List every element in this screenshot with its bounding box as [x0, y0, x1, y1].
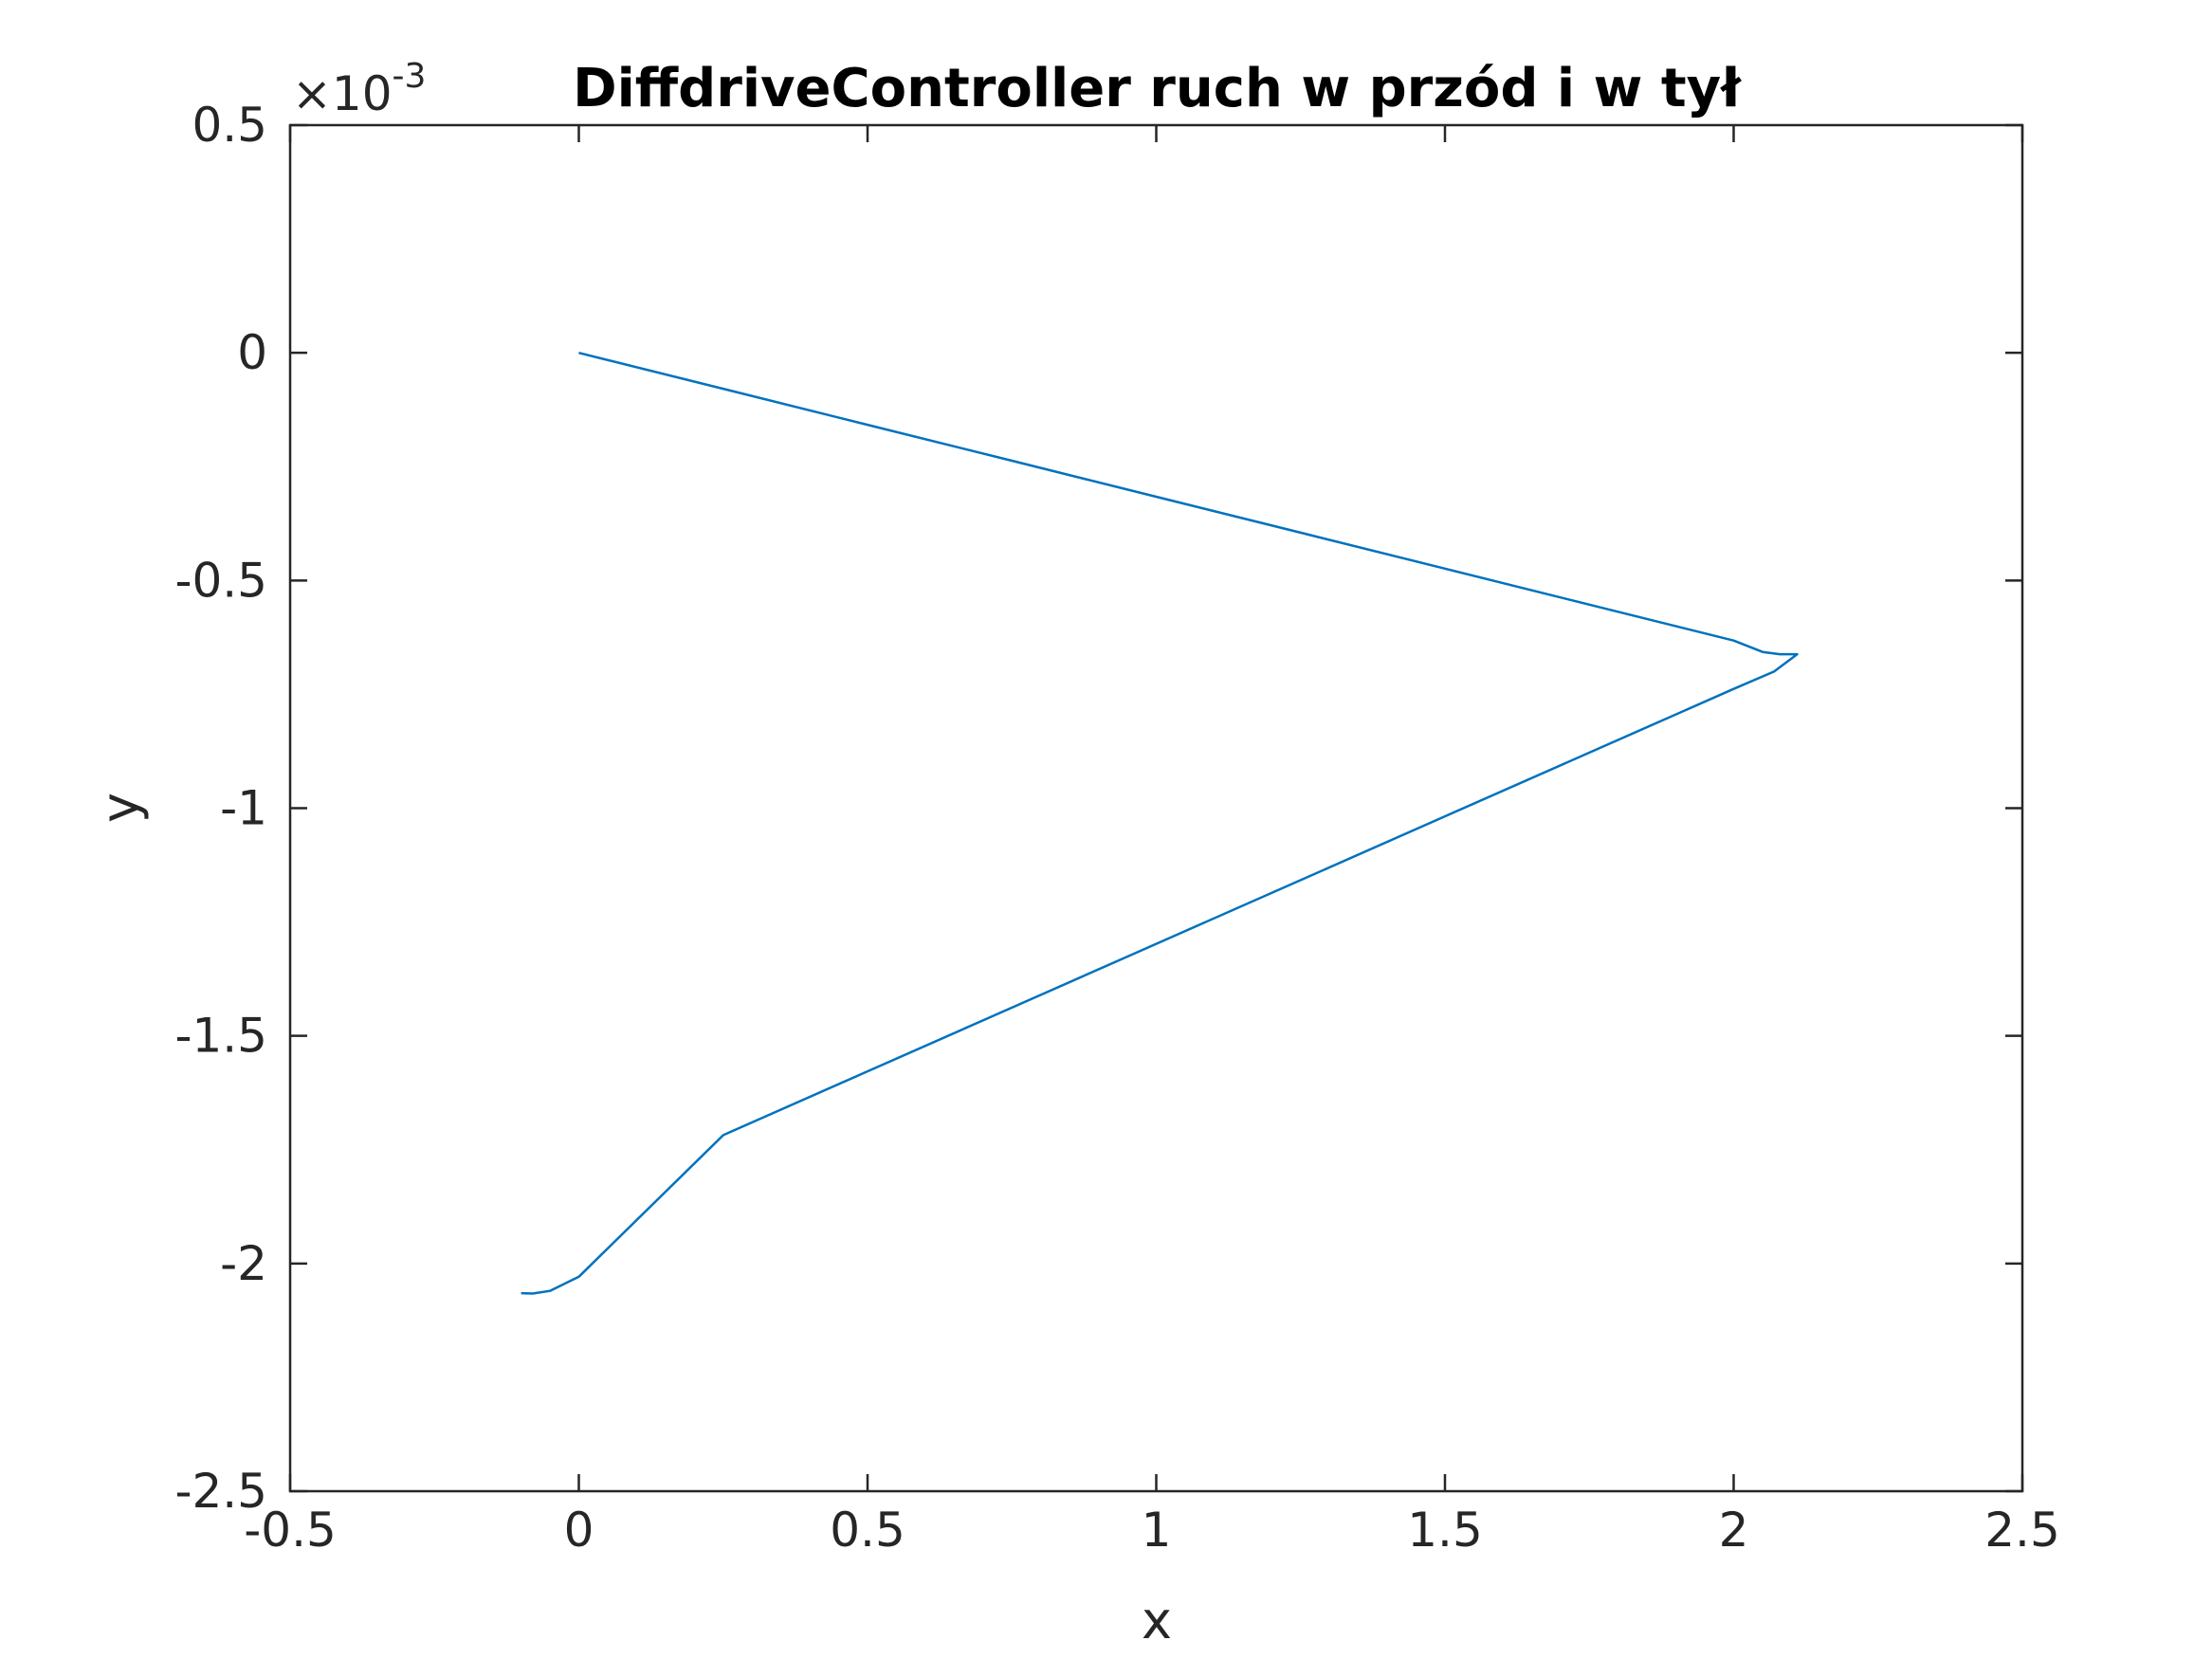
y-axis-label: y: [90, 793, 150, 823]
x-tick-label: 0: [564, 1503, 594, 1558]
series-line-trajectory: [521, 351, 1799, 1295]
x-tick-label: 1: [1142, 1503, 1172, 1558]
x-tick-label: 0.5: [830, 1503, 905, 1558]
y-tick-label: 0: [237, 325, 267, 380]
y-tick-label: -1: [220, 781, 267, 836]
y-tick-label: 0.5: [192, 98, 267, 153]
x-tick-label: 2: [1719, 1503, 1749, 1558]
y-tick-label: -2: [220, 1236, 267, 1291]
y-exponent-label: ×10-3: [292, 57, 426, 121]
chart-title: DiffdriveController ruch w przód i w tył: [573, 58, 1742, 119]
y-exponent-power: -3: [393, 57, 427, 96]
y-exponent-base: ×10: [292, 66, 393, 121]
x-tick-label: 2.5: [1984, 1503, 2060, 1558]
y-tick-label: -0.5: [174, 553, 267, 608]
y-tick-label: -2.5: [174, 1464, 267, 1519]
axes-box: [288, 123, 2024, 1493]
y-tick-label: -1.5: [174, 1009, 267, 1064]
x-tick-label: -0.5: [244, 1503, 337, 1558]
x-tick-label: 1.5: [1407, 1503, 1483, 1558]
plot-area: [290, 125, 2022, 1491]
x-axis-label: x: [1142, 1591, 1172, 1650]
labels-layer: -0.5 0 0.5 1 1.5 2 2.5 0.5 0 -0.5 -1 -1.5 -2 -2.5: [174, 98, 2059, 1558]
data-layer: [521, 351, 1799, 1295]
